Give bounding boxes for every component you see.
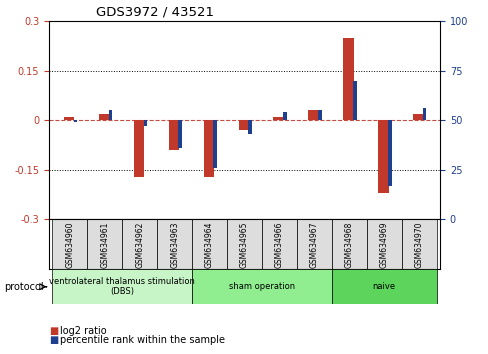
Text: GSM634970: GSM634970: [414, 222, 423, 268]
Text: GSM634965: GSM634965: [240, 222, 248, 268]
Bar: [412, 114, 423, 120]
Bar: [378, 120, 388, 193]
Bar: [157, 219, 192, 269]
Text: GSM634963: GSM634963: [170, 222, 179, 268]
Text: protocol: protocol: [4, 282, 44, 292]
Bar: [213, 120, 217, 168]
Text: GSM634962: GSM634962: [135, 222, 144, 268]
Bar: [192, 269, 331, 304]
Bar: [308, 110, 318, 120]
Bar: [108, 110, 112, 120]
Text: GSM634964: GSM634964: [204, 222, 214, 268]
Bar: [143, 120, 147, 126]
Bar: [74, 120, 77, 122]
Bar: [401, 219, 436, 269]
Bar: [52, 269, 192, 304]
Bar: [238, 120, 248, 130]
Text: sham operation: sham operation: [228, 282, 294, 291]
Bar: [352, 81, 356, 120]
Text: GSM634966: GSM634966: [274, 222, 284, 268]
Text: naive: naive: [372, 282, 395, 291]
Bar: [343, 38, 353, 120]
Text: GSM634960: GSM634960: [65, 222, 74, 268]
Text: GDS3972 / 43521: GDS3972 / 43521: [96, 6, 213, 19]
Bar: [296, 219, 331, 269]
Bar: [331, 219, 366, 269]
Bar: [262, 219, 296, 269]
Bar: [422, 108, 426, 120]
Bar: [134, 120, 144, 177]
Bar: [122, 219, 157, 269]
Text: GSM634968: GSM634968: [344, 222, 353, 268]
Bar: [192, 219, 226, 269]
Text: GSM634961: GSM634961: [100, 222, 109, 268]
Text: GSM634969: GSM634969: [379, 222, 388, 268]
Bar: [366, 219, 401, 269]
Bar: [203, 120, 214, 177]
Text: percentile rank within the sample: percentile rank within the sample: [60, 335, 224, 345]
Bar: [52, 219, 87, 269]
Bar: [99, 114, 109, 120]
Bar: [248, 120, 251, 134]
Text: ■: ■: [49, 326, 58, 336]
Bar: [273, 117, 284, 120]
Text: log2 ratio: log2 ratio: [60, 326, 106, 336]
Text: ■: ■: [49, 335, 58, 345]
Bar: [168, 120, 179, 150]
Bar: [226, 219, 262, 269]
Bar: [87, 219, 122, 269]
Bar: [64, 117, 74, 120]
Text: ventrolateral thalamus stimulation
(DBS): ventrolateral thalamus stimulation (DBS): [49, 277, 195, 296]
Bar: [178, 120, 182, 148]
Bar: [283, 113, 286, 120]
Bar: [318, 110, 321, 120]
Bar: [387, 120, 391, 186]
Bar: [331, 269, 436, 304]
Text: GSM634967: GSM634967: [309, 222, 318, 268]
